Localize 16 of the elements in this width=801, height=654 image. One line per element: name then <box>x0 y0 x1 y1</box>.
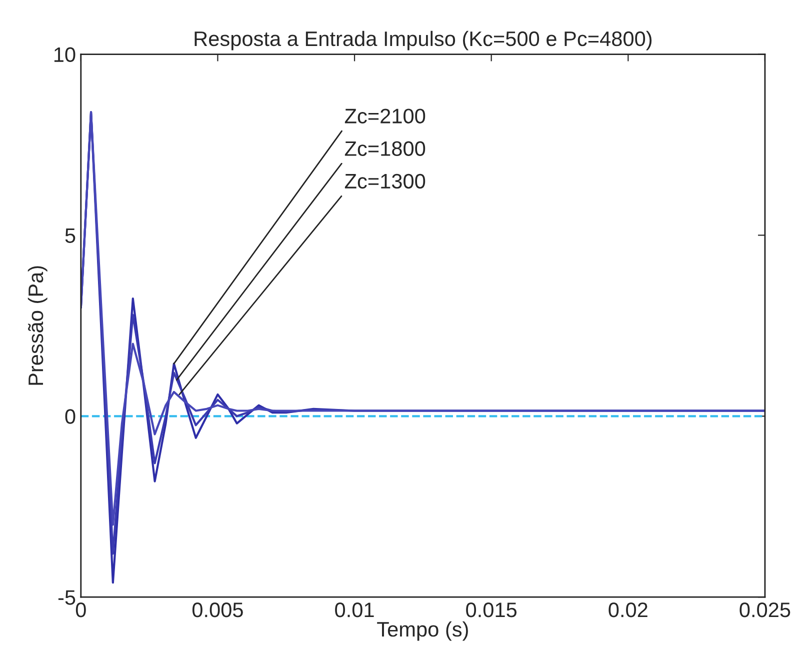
annotation: Zc=1800 <box>344 141 426 156</box>
y-tick-label: -5 <box>58 590 76 605</box>
x-tick-label: 0.02 <box>608 602 648 618</box>
x-tick-label: 0 <box>76 602 86 618</box>
y-tick-label: 10 <box>54 47 76 62</box>
y-tick-label: 5 <box>65 228 76 243</box>
x-tick-label: 0.005 <box>192 602 243 618</box>
x-tick-label: 0.015 <box>466 602 517 618</box>
x-axis-title: Tempo (s) <box>377 621 468 641</box>
annotation: Zc=1300 <box>344 174 426 189</box>
chart-title: Resposta a Entrada Impulso (Kc=500 e Pc=4800) <box>194 30 652 50</box>
y-axis-title: Pressão (Pa) <box>28 266 48 385</box>
x-tick-label: 0.025 <box>740 602 790 618</box>
x-tick-label: 0.01 <box>335 602 374 618</box>
y-tick-label: 0 <box>65 409 76 424</box>
annotation: Zc=2100 <box>344 108 426 124</box>
